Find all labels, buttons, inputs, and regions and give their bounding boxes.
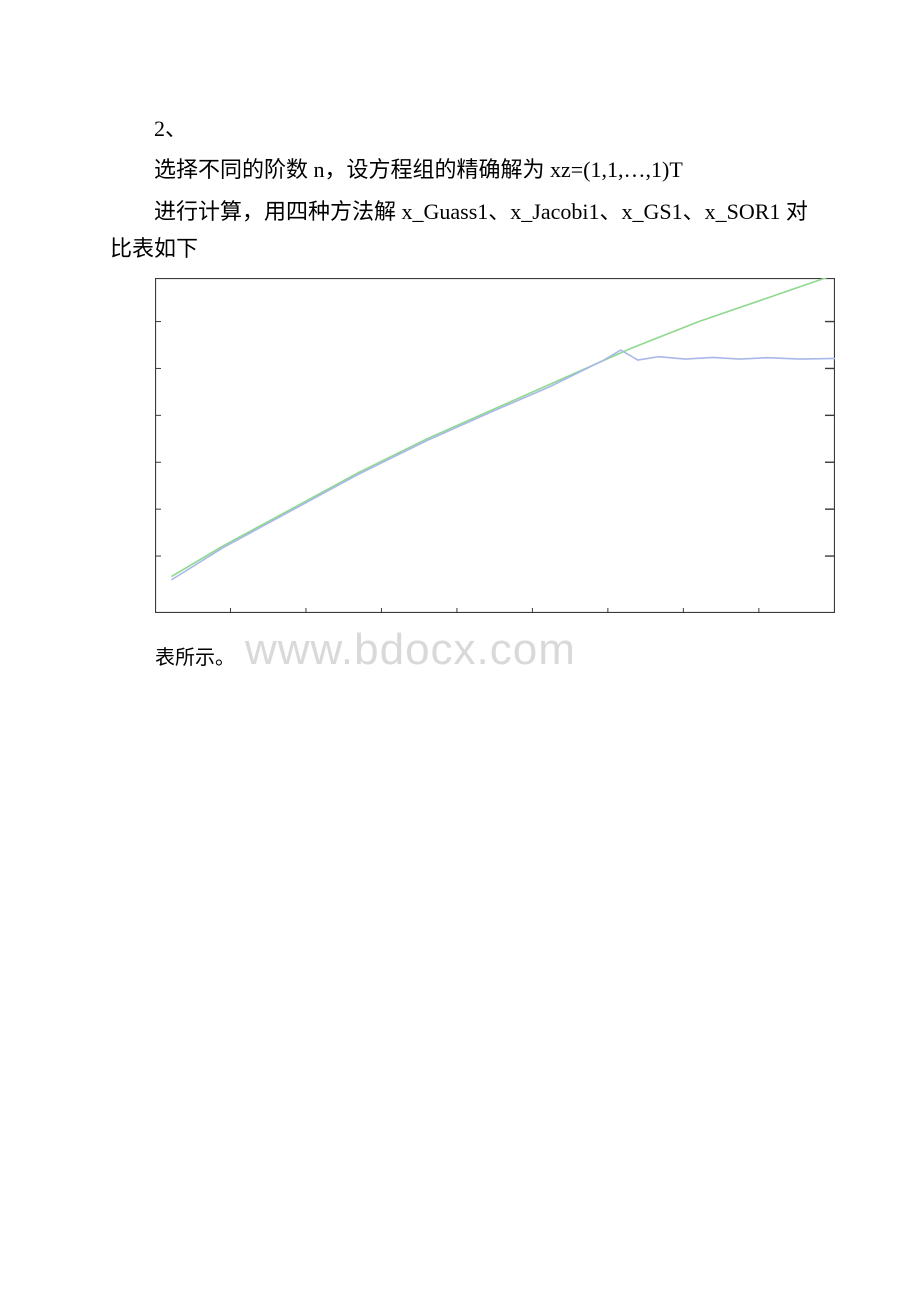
chart-caption: 表所示。	[155, 641, 235, 670]
series-line-blue	[172, 350, 835, 579]
section-number: 2、	[110, 110, 810, 147]
paragraph-2: 进行计算，用四种方法解 x_Guass1、x_Jacobi1、x_GS1、x_S…	[110, 193, 810, 268]
comparison-chart	[155, 278, 835, 613]
watermark-text: www.bdocx.com	[245, 625, 576, 675]
series-line-green	[172, 278, 835, 576]
paragraph-1: 选择不同的阶数 n，设方程组的精确解为 xz=(1,1,…,1)T	[110, 151, 810, 188]
